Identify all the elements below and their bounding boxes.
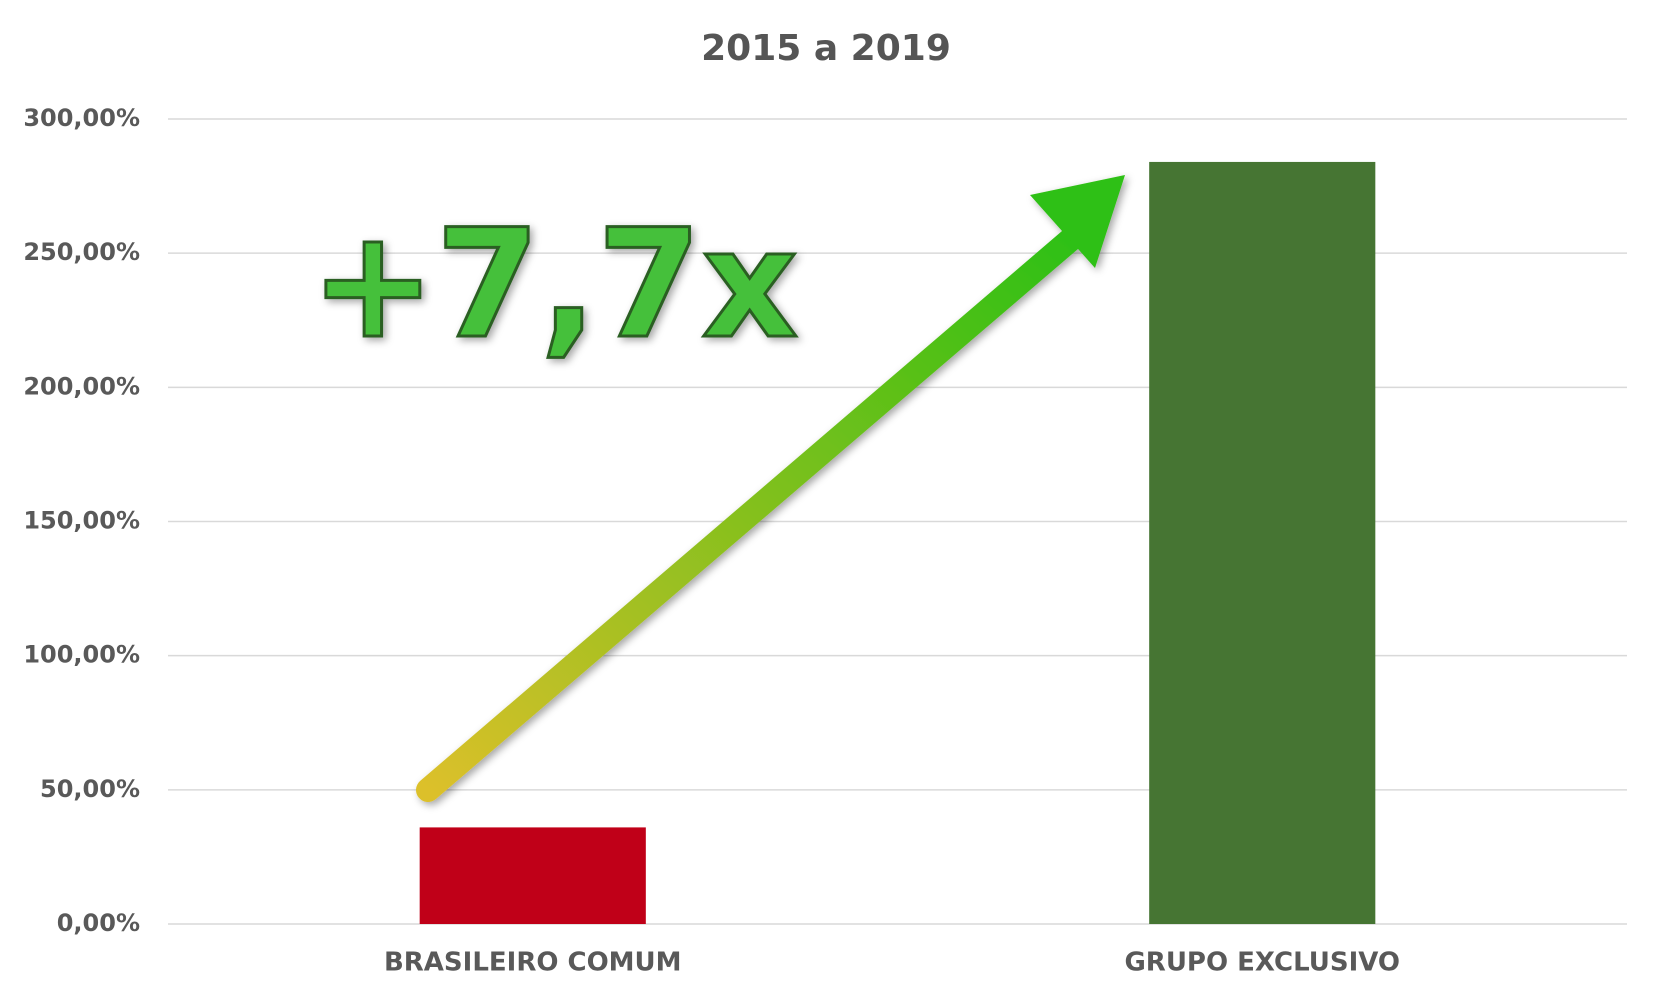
arrow	[416, 175, 1125, 802]
y-tick-label: 100,00%	[23, 641, 140, 669]
chart-title: 2015 a 2019	[701, 28, 951, 69]
x-tick-label: BRASILEIRO COMUM	[384, 948, 682, 978]
y-tick-label: 300,00%	[23, 104, 140, 132]
y-tick-label: 250,00%	[23, 238, 140, 266]
y-tick-label: 50,00%	[40, 775, 140, 803]
bars	[419, 161, 1376, 924]
x-tick-label: GRUPO EXCLUSIVO	[1124, 948, 1400, 978]
grid: 0,00% 50,00% 100,00% 150,00% 200,00% 250,00% 3…	[23, 104, 1627, 978]
y-tick-label: 150,00%	[23, 507, 140, 535]
annotation: +7,7x	[310, 198, 798, 372]
y-tick-label: 200,00%	[23, 372, 140, 400]
y-tick-label: 0,00%	[57, 909, 140, 937]
bar	[1149, 161, 1376, 924]
bar	[419, 827, 646, 924]
